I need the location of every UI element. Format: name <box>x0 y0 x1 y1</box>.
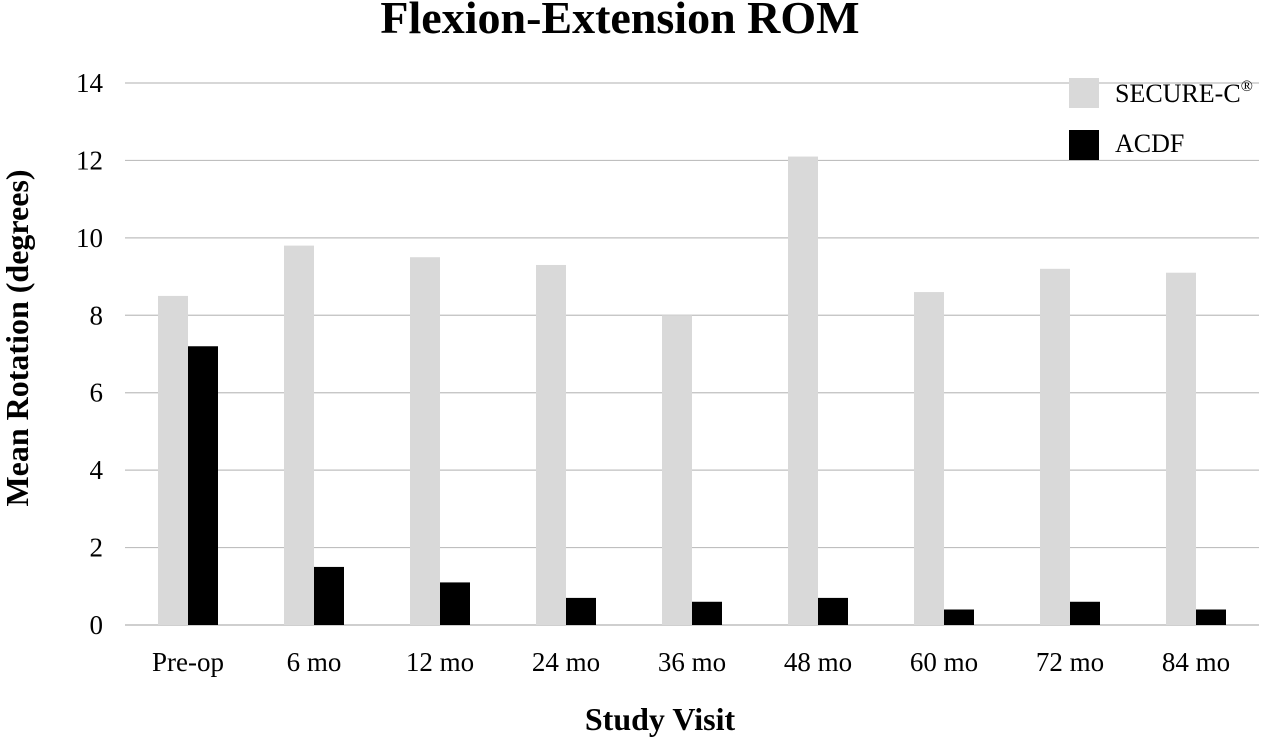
legend-label-secure-c-name: SECURE-C <box>1115 79 1241 108</box>
bar-secure-c <box>1166 272 1196 625</box>
x-tick-label: 36 mo <box>658 647 726 677</box>
bar-secure-c <box>284 245 314 625</box>
bar-secure-c <box>410 257 440 625</box>
legend-label-acdf: ACDF <box>1115 129 1184 158</box>
y-tick-label: 12 <box>76 145 103 175</box>
x-tick-label: 48 mo <box>784 647 852 677</box>
legend-label-secure-c: SECURE-C® <box>1115 78 1253 108</box>
chart-title: Flexion-Extension ROM <box>380 0 859 43</box>
bar-acdf <box>1196 609 1226 625</box>
bar-acdf <box>818 597 848 625</box>
y-tick-label: 4 <box>90 455 104 485</box>
x-axis-label: Study Visit <box>585 701 736 737</box>
y-tick-label: 0 <box>90 610 104 640</box>
bar-acdf <box>692 601 722 625</box>
bar-acdf <box>188 346 218 625</box>
x-tick-label: 72 mo <box>1036 647 1104 677</box>
x-tick-label: 84 mo <box>1162 647 1230 677</box>
bar-acdf <box>440 582 470 625</box>
bar-acdf <box>1070 601 1100 625</box>
y-tick-label: 2 <box>90 533 104 563</box>
y-tick-label: 6 <box>90 378 104 408</box>
bar-acdf <box>314 566 344 625</box>
x-tick-label: 24 mo <box>532 647 600 677</box>
legend-swatch-acdf <box>1069 130 1099 160</box>
bar-acdf <box>566 597 596 625</box>
x-tick-label: Pre-op <box>152 647 224 677</box>
bar-secure-c <box>1040 268 1070 625</box>
x-tick-label: 6 mo <box>287 647 342 677</box>
bar-secure-c <box>662 315 692 625</box>
x-tick-label: 12 mo <box>406 647 474 677</box>
x-axis-ticks: Pre-op 6 mo 12 mo 24 mo 36 mo 48 mo 60 mo 72 mo… <box>152 647 1230 677</box>
legend-label-secure-c-superscript: ® <box>1241 78 1253 95</box>
x-tick-label: 60 mo <box>910 647 978 677</box>
bar-secure-c <box>788 156 818 626</box>
legend-swatch-secure-c <box>1069 78 1099 108</box>
y-axis-label: Mean Rotation (degrees) <box>0 169 35 506</box>
bar-secure-c <box>536 264 566 625</box>
bar-secure-c <box>158 295 188 625</box>
y-tick-label: 14 <box>76 68 104 98</box>
bar-secure-c <box>914 292 944 625</box>
bar-acdf <box>944 609 974 625</box>
y-axis-ticks: 0 2 4 6 8 10 12 14 <box>76 68 104 640</box>
y-tick-label: 10 <box>76 223 103 253</box>
legend: SECURE-C® ACDF <box>1069 78 1253 160</box>
bars <box>158 156 1226 626</box>
y-tick-label: 8 <box>90 300 104 330</box>
